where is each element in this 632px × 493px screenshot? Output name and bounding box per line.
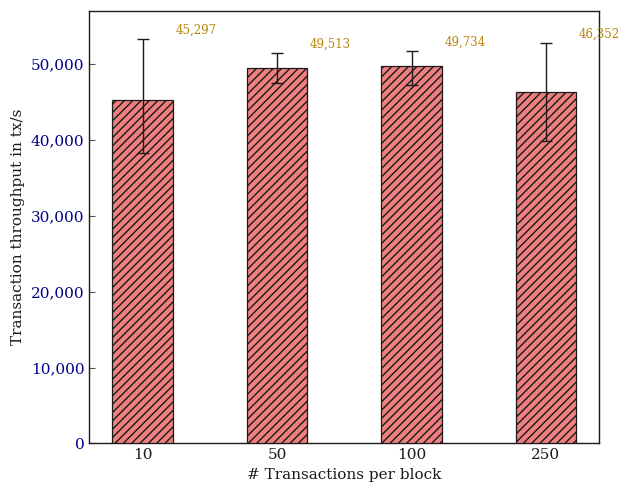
Bar	[381, 66, 442, 444]
Bar	[516, 92, 576, 444]
Bar	[247, 68, 307, 444]
Text: 46,352: 46,352	[579, 27, 620, 40]
Y-axis label: Transaction throughput in tx/s: Transaction throughput in tx/s	[11, 109, 25, 346]
X-axis label: # Transactions per block: # Transactions per block	[247, 468, 442, 482]
Text: 45,297: 45,297	[176, 24, 217, 37]
Text: 49,734: 49,734	[444, 36, 486, 49]
Bar	[112, 100, 173, 444]
Text: 49,513: 49,513	[310, 37, 351, 50]
